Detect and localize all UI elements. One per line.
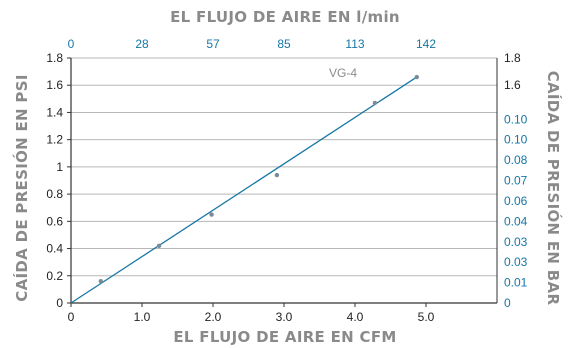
axes [70, 58, 498, 304]
y-tick-label-4: 0.8 [46, 187, 63, 201]
y-tick-label-2: 0.4 [46, 242, 63, 256]
y2-axis-label: CAÍDA DE PRESIÓN EN BAR [544, 71, 563, 306]
series-0-point-0 [98, 279, 104, 284]
y2-tick-label-9: 0.10 [504, 112, 528, 126]
x2-axis-label: EL FLUJO DE AIRE EN l/min [170, 8, 400, 26]
x-tick-label-3: 3.0 [276, 310, 293, 324]
series-0-point-2 [209, 212, 214, 217]
series: VG-4 [70, 66, 419, 304]
y-tick-label-1: 0.2 [46, 269, 63, 283]
series-0-point-3 [274, 172, 280, 178]
y2-tick-label-5: 0.06 [504, 194, 528, 208]
y-tick-label-7: 1.4 [46, 105, 63, 119]
y-tick-label-0: 0 [56, 296, 63, 310]
y-tick-label-5: 1 [56, 160, 63, 174]
x2-tick-label-3: 85 [277, 37, 291, 51]
x-tick-label-4: 4.0 [347, 310, 364, 324]
series-0-point-4 [372, 100, 378, 106]
x-tick-label-2: 2.0 [205, 310, 222, 324]
y2-tick-label-1: 0.01 [504, 276, 528, 290]
y-ticks: 0 0.2 0.4 0.6 0.8 1 1.2 1.4 1.6 1.8 [46, 51, 71, 310]
grid [71, 57, 497, 277]
series-0-point-5 [414, 74, 419, 80]
y2-ticks: 0 0.01 0.03 0.03 0.04 0.06 0.07 0.08 0.10 0.10 1.6… [504, 51, 528, 310]
y2-tick-label-4: 0.04 [504, 214, 528, 228]
y-tick-label-8: 1.6 [46, 78, 63, 92]
y-tick-label-6: 1.2 [46, 133, 63, 147]
series-0-point-1 [156, 243, 162, 249]
y2-tick-label-8: 0.10 [504, 133, 528, 147]
x2-tick-label-1: 28 [135, 37, 149, 51]
y-axis-label: CAÍDA DE PRESIÓN EN PSI [12, 74, 31, 301]
x-tick-label-1: 1.0 [134, 310, 151, 324]
series-0-fit-line [70, 76, 418, 304]
y2-tick-label-7: 0.08 [504, 153, 528, 167]
y-tick-label-3: 0.6 [46, 214, 63, 228]
y2-tick-label-0: 0 [504, 296, 511, 310]
x2-ticks: 0 28 57 85 113 142 [68, 37, 437, 51]
y-tick-label-9: 1.8 [46, 51, 63, 65]
series-0-label: VG-4 [329, 66, 357, 80]
x-tick-label-0: 0 [68, 310, 75, 324]
y2-tick-label-2: 0.03 [504, 255, 528, 269]
y2-tick-label-11: 1.8 [504, 51, 521, 65]
y2-tick-label-6: 0.07 [504, 174, 528, 188]
x-tick-label-5: 5.0 [418, 310, 435, 324]
x-axis-label: EL FLUJO DE AIRE EN CFM [173, 328, 396, 346]
x2-tick-label-5: 142 [416, 37, 436, 51]
x-ticks: 0 1.0 2.0 3.0 4.0 5.0 [68, 303, 435, 324]
x2-tick-label-2: 57 [206, 37, 220, 51]
y2-tick-label-10: 1.6 [504, 78, 521, 92]
x2-tick-label-4: 113 [345, 37, 364, 51]
y2-tick-label-3: 0.03 [504, 235, 528, 249]
x2-tick-label-0: 0 [68, 37, 75, 51]
